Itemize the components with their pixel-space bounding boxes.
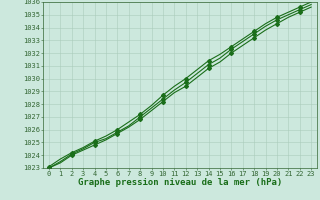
X-axis label: Graphe pression niveau de la mer (hPa): Graphe pression niveau de la mer (hPa) [78, 178, 282, 187]
